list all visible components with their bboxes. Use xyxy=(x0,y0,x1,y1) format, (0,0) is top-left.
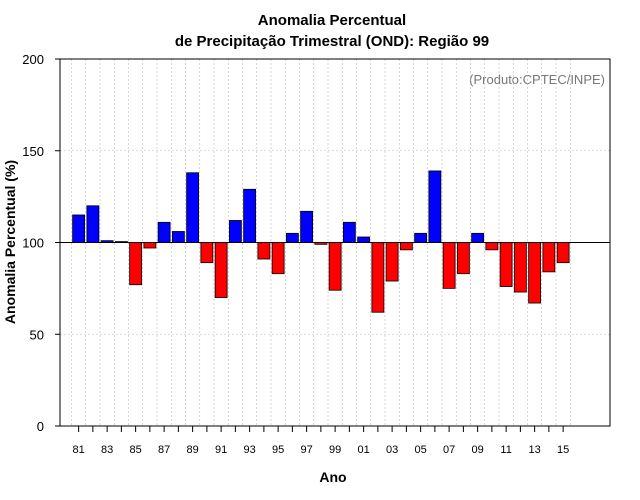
bar-07 xyxy=(442,242,456,289)
bar-04 xyxy=(399,242,413,251)
bar-13 xyxy=(528,242,542,304)
bar-08 xyxy=(456,242,470,275)
bar-94 xyxy=(257,242,271,260)
bar-09 xyxy=(471,232,485,243)
x-tick-label: 85 xyxy=(130,444,142,456)
x-tick-label: 13 xyxy=(529,444,541,456)
y-tick-label: 0 xyxy=(37,419,44,434)
bar-01 xyxy=(357,236,371,243)
x-tick-label: 11 xyxy=(500,444,511,456)
x-tick-label: 09 xyxy=(472,444,484,456)
bar-02 xyxy=(371,242,385,313)
x-tick-label: 91 xyxy=(215,444,227,456)
x-tick-label: 15 xyxy=(557,444,569,456)
x-tick-label: 05 xyxy=(415,444,427,456)
x-tick-label: 07 xyxy=(443,444,455,456)
y-tick-label: 100 xyxy=(22,236,44,251)
x-tick-label: 95 xyxy=(272,444,284,456)
x-tick-label: 97 xyxy=(301,444,313,456)
x-tick-label: 83 xyxy=(101,444,113,456)
bar-86 xyxy=(143,242,157,249)
bar-99 xyxy=(328,242,342,291)
bar-12 xyxy=(513,242,527,293)
y-tick-label: 50 xyxy=(30,327,44,342)
bar-90 xyxy=(200,242,214,264)
bar-97 xyxy=(300,210,314,243)
x-tick-label: 99 xyxy=(329,444,341,456)
x-tick-label: 93 xyxy=(244,444,256,456)
bar-91 xyxy=(214,242,228,298)
bar-05 xyxy=(414,232,428,243)
chart-title: Anomalia Percentual xyxy=(258,12,406,29)
chart-subtitle: de Precipitação Trimestral (OND): Região… xyxy=(175,33,489,50)
bar-93 xyxy=(243,188,257,243)
bars xyxy=(72,170,570,313)
bar-03 xyxy=(385,242,399,282)
bar-96 xyxy=(285,232,299,243)
y-tick-label: 200 xyxy=(22,52,44,67)
bar-15 xyxy=(556,242,570,264)
bar-11 xyxy=(499,242,513,287)
bar-14 xyxy=(542,242,556,273)
y-axis-label: Anomalia Percentual (%) xyxy=(2,160,18,324)
bar-87 xyxy=(157,221,171,243)
bar-81 xyxy=(72,214,86,243)
x-axis-label: Ano xyxy=(319,469,346,485)
credit-label: (Produto:CPTEC/INPE) xyxy=(469,72,605,87)
bar-82 xyxy=(86,205,100,243)
bar-00 xyxy=(342,221,356,243)
axes: 0 50 100 150 200 81 83 85 87 89 91 93 95 97 99 01 03 05 07… xyxy=(22,52,611,456)
y-tick-label: 150 xyxy=(22,144,44,159)
bar-06 xyxy=(428,170,442,243)
grid xyxy=(60,58,610,427)
bar-88 xyxy=(171,231,185,243)
x-tick-label: 87 xyxy=(158,444,170,456)
x-tick-label: 03 xyxy=(386,444,398,456)
bar-10 xyxy=(485,242,499,251)
bar-95 xyxy=(271,242,285,275)
x-tick-label: 01 xyxy=(358,444,370,456)
bar-89 xyxy=(186,172,200,243)
x-tick-label: 89 xyxy=(187,444,199,456)
x-tick-label: 81 xyxy=(73,444,85,456)
bar-85 xyxy=(129,242,143,286)
bar-92 xyxy=(228,220,242,243)
